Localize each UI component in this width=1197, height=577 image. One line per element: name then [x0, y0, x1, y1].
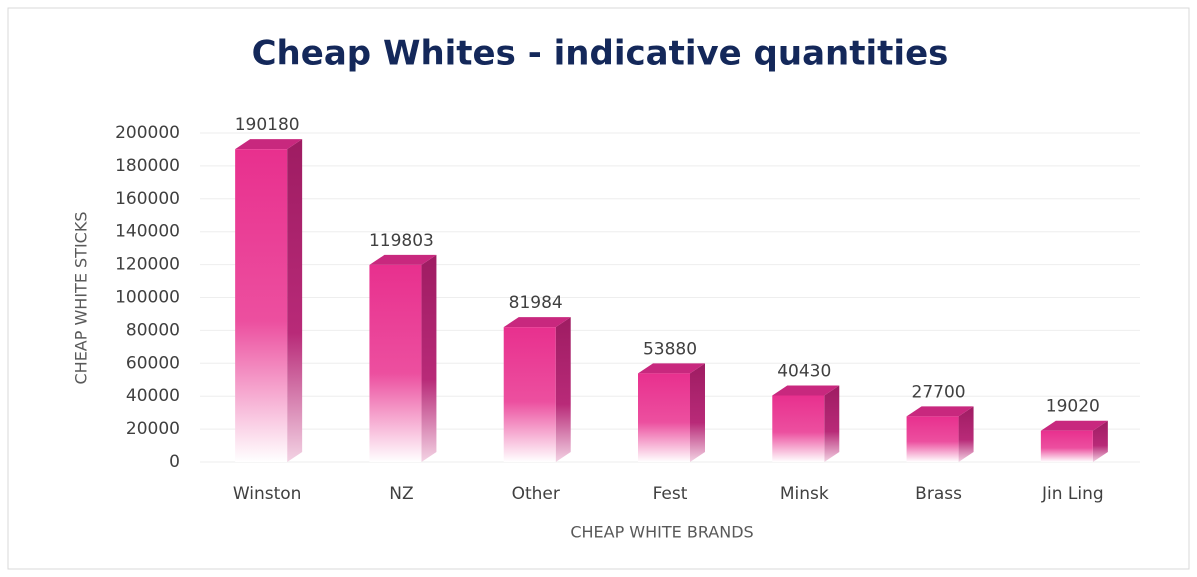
x-tick-label: Fest [653, 484, 688, 504]
x-tick-label: Brass [915, 484, 962, 504]
chart-border [7, 7, 1190, 570]
y-tick-label: 60000 [126, 353, 180, 373]
y-tick-label: 200000 [115, 123, 180, 143]
bar [1040, 430, 1093, 462]
x-axis-title: CHEAP WHITE BRANDS [570, 523, 753, 542]
data-label: 119803 [369, 231, 434, 251]
data-label: 19020 [1046, 397, 1100, 417]
bar-top [369, 254, 437, 265]
bar [369, 264, 422, 462]
y-axis-title: CHEAP WHITE STICKS [72, 212, 91, 385]
x-tick-label: Winston [233, 484, 302, 504]
bar-side [690, 363, 705, 462]
bar-side [555, 317, 571, 462]
y-tick-label: 20000 [126, 419, 180, 439]
bar-side [287, 139, 303, 462]
x-tick-label: NZ [389, 484, 413, 504]
bar-top [638, 363, 705, 374]
y-tick-label: 40000 [126, 386, 180, 406]
bar-top [906, 406, 974, 417]
y-tick-label: 120000 [115, 255, 180, 275]
bar [772, 395, 825, 462]
y-tick-label: 0 [169, 452, 180, 472]
y-tick-label: 100000 [115, 288, 180, 308]
y-tick-label: 180000 [115, 156, 180, 176]
data-label: 40430 [777, 361, 831, 381]
data-label: 27700 [912, 382, 966, 402]
y-tick-label: 80000 [126, 320, 180, 340]
bar-side [958, 406, 974, 462]
bar [503, 327, 556, 462]
bar-top [235, 139, 303, 150]
x-tick-label: Other [512, 484, 560, 504]
bar-side [824, 385, 840, 462]
data-label: 81984 [509, 293, 563, 313]
data-label: 190180 [235, 115, 300, 135]
chart-title: Cheap Whites - indicative quantities [252, 34, 949, 74]
x-tick-label: Jin Ling [1041, 484, 1104, 504]
y-tick-label: 140000 [115, 222, 180, 242]
bar-side [421, 254, 437, 462]
y-tick-label: 160000 [115, 189, 180, 209]
bar-side [1092, 420, 1108, 462]
x-tick-label: Minsk [780, 484, 829, 504]
bar [235, 149, 288, 462]
bar-top [772, 385, 840, 396]
bar-top [1040, 420, 1108, 431]
bar-top [503, 317, 571, 328]
bar [638, 373, 690, 462]
bar [906, 416, 959, 462]
data-label: 53880 [643, 339, 697, 359]
